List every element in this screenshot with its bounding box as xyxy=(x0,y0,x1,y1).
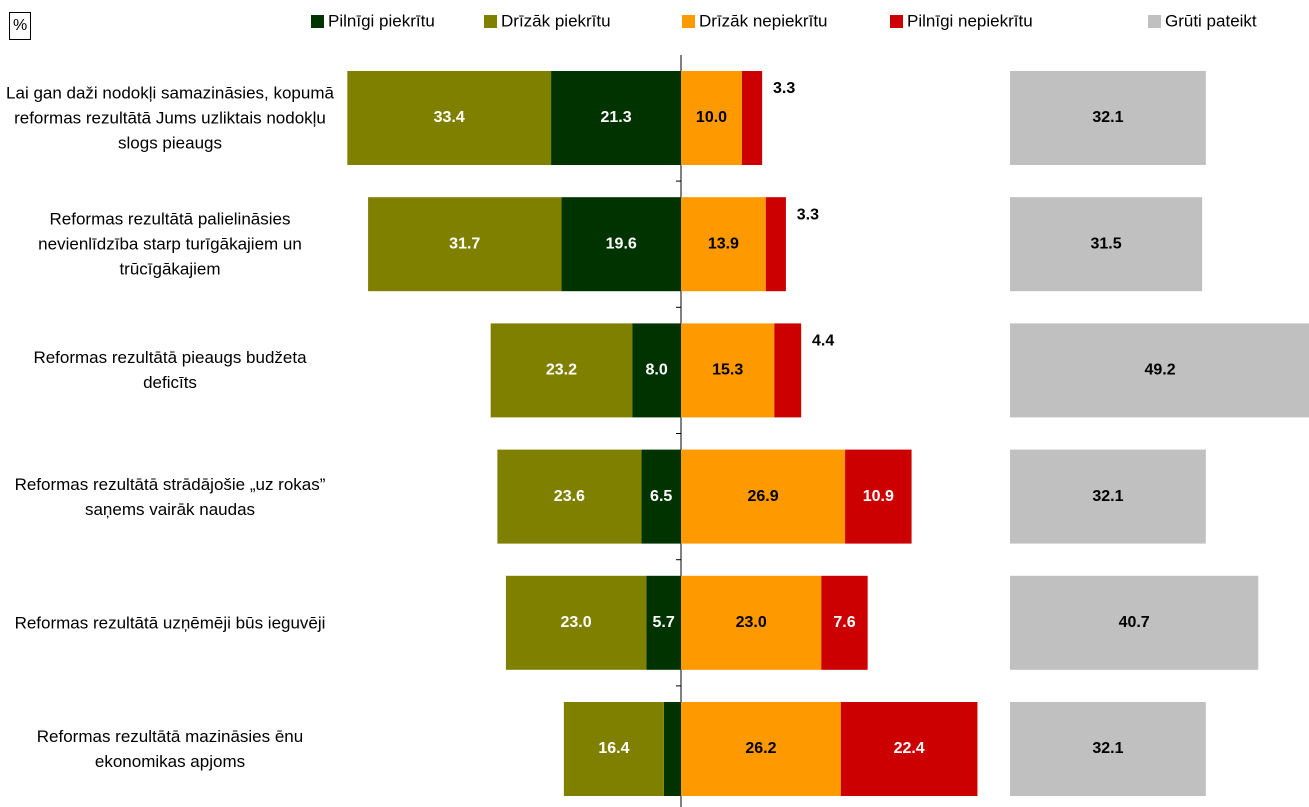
value-label: 33.4 xyxy=(434,109,465,126)
bar xyxy=(632,323,681,418)
category-label: Reformas rezultātā pieaugs budžeta defic… xyxy=(33,348,307,393)
legend-label: Pilnīgi piekrītu xyxy=(328,11,435,30)
value-label: 6.5 xyxy=(650,488,672,505)
bar xyxy=(1010,702,1206,796)
value-label: 19.6 xyxy=(606,235,637,252)
value-label: 8.0 xyxy=(645,362,667,379)
bar xyxy=(681,323,775,418)
value-label: 7.6 xyxy=(833,614,855,631)
bar xyxy=(663,702,681,796)
bar xyxy=(1010,575,1259,670)
bar xyxy=(497,449,642,544)
category-label: Lai gan daži nodokļi samazināsies, kopum… xyxy=(6,83,334,153)
bar xyxy=(561,197,681,292)
legend-swatch xyxy=(484,15,497,28)
value-label: 3.3 xyxy=(773,80,795,97)
legend-label: Pilnīgi nepiekrītu xyxy=(907,11,1033,30)
legend-swatch xyxy=(311,15,324,28)
bar xyxy=(646,575,681,670)
value-label: 49.2 xyxy=(1144,362,1175,379)
bar xyxy=(821,575,868,670)
legend-label: Drīzāk nepiekrītu xyxy=(699,11,828,30)
bar xyxy=(681,575,822,670)
value-label: 22.4 xyxy=(894,740,925,757)
category-label: Reformas rezultātā palielināsies nevienl… xyxy=(38,209,302,279)
bar xyxy=(765,197,786,292)
value-label: 32.1 xyxy=(1092,740,1123,757)
bar xyxy=(681,197,766,292)
bar xyxy=(551,71,681,165)
value-label: 23.6 xyxy=(554,488,585,505)
bar xyxy=(563,702,664,796)
value-label: 5.7 xyxy=(652,614,674,631)
value-label: 23.0 xyxy=(736,614,767,631)
bar xyxy=(347,71,552,165)
legend-label: Drīzāk piekrītu xyxy=(501,11,611,30)
bar xyxy=(681,702,841,796)
bar xyxy=(681,71,742,165)
bar xyxy=(1010,449,1206,544)
value-label: 23.0 xyxy=(561,614,592,631)
bar xyxy=(774,323,802,418)
bar xyxy=(681,449,846,544)
value-label: 3.3 xyxy=(797,206,819,223)
value-label: 23.2 xyxy=(546,362,577,379)
category-label: Reformas rezultātā uzņēmēji būs ieguvēji xyxy=(14,613,326,633)
value-label: 10.9 xyxy=(863,488,894,505)
value-label: 31.7 xyxy=(449,235,480,252)
bar xyxy=(840,702,978,796)
value-label: 31.5 xyxy=(1091,235,1122,252)
value-label: 21.3 xyxy=(600,109,631,126)
value-label: 32.1 xyxy=(1092,109,1123,126)
legend-swatch xyxy=(1148,15,1161,28)
unit-label: % xyxy=(9,12,32,40)
value-label: 40.7 xyxy=(1119,614,1150,631)
bar xyxy=(845,449,912,544)
value-label: 26.2 xyxy=(745,740,776,757)
bar xyxy=(1010,197,1203,292)
bar xyxy=(641,449,681,544)
value-label: 13.9 xyxy=(708,235,739,252)
bar xyxy=(742,71,763,165)
bar xyxy=(368,197,562,292)
value-label: 32.1 xyxy=(1092,488,1123,505)
bar xyxy=(1010,323,1309,418)
value-label: 10.0 xyxy=(696,109,727,126)
category-label: Reformas rezultātā mazināsies ēnu ekonom… xyxy=(36,727,304,771)
value-label: 15.3 xyxy=(712,362,743,379)
bar xyxy=(505,575,647,670)
bar xyxy=(490,323,633,418)
legend-swatch xyxy=(890,15,903,28)
category-label: Reformas rezultātā strādājošie „uz rokas… xyxy=(14,474,326,519)
value-label: 26.9 xyxy=(747,488,778,505)
legend-swatch xyxy=(682,15,695,28)
bar xyxy=(1010,71,1206,165)
value-label: 16.4 xyxy=(598,740,629,757)
value-label: 4.4 xyxy=(812,333,834,350)
legend-label: Grūti pateikt xyxy=(1165,11,1257,30)
